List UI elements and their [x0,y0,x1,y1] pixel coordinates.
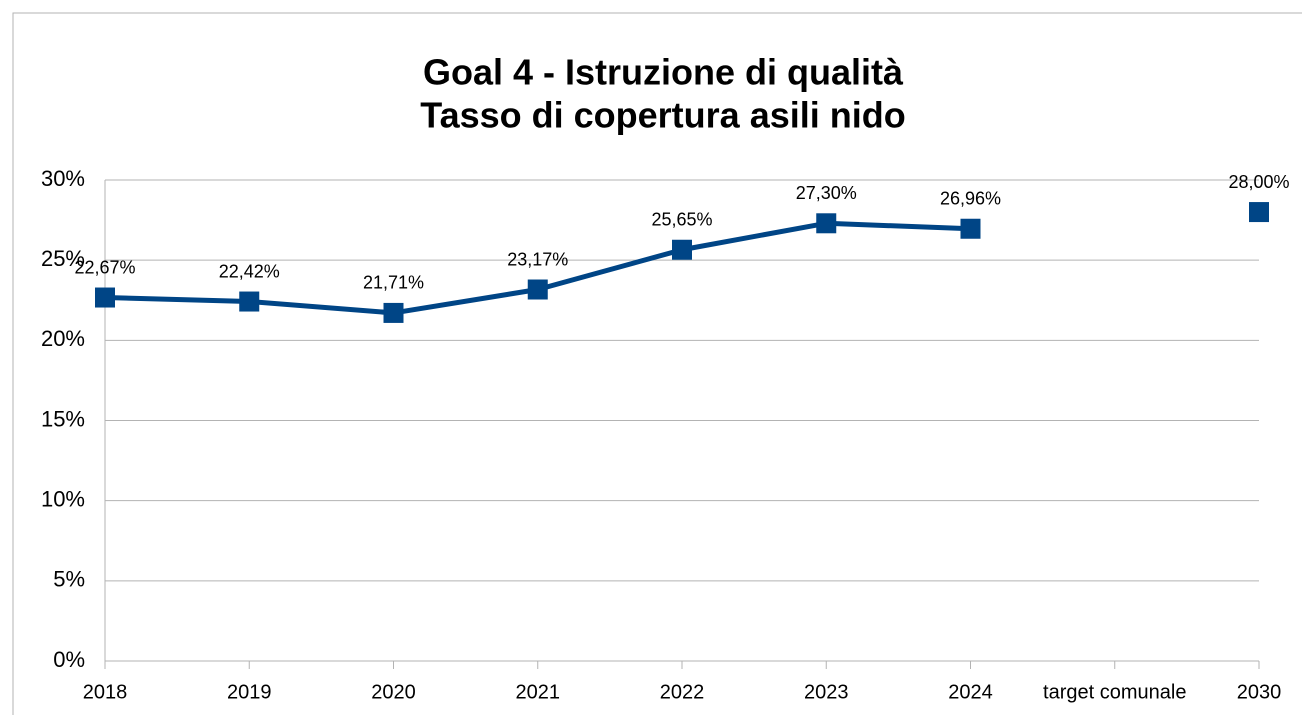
data-label: 22,67% [74,257,135,277]
data-label: 25,65% [651,209,712,229]
y-tick-label: 15% [41,406,85,431]
chart-title: Goal 4 - Istruzione di qualità [423,52,904,93]
point-marker [1249,202,1269,223]
data-label: 27,30% [796,183,857,203]
y-tick-label: 30% [41,166,85,191]
data-label: 23,17% [507,249,568,269]
point-marker [816,213,837,234]
x-tick-label: 2024 [948,681,993,703]
y-tick-label: 25% [41,246,85,271]
point-marker [95,287,115,308]
point-marker [239,291,260,312]
data-label: 22,42% [219,261,280,281]
chart-subtitle: Tasso di copertura asili nido [420,95,905,136]
data-label: 28,00% [1228,172,1289,192]
y-tick-label: 5% [53,567,85,592]
point-marker [672,239,692,260]
x-tick-label: 2019 [227,681,272,703]
x-tick-label: 2022 [660,681,705,703]
chart-frame [12,12,1302,715]
point-marker [527,279,548,300]
point-marker [960,218,981,239]
y-tick-label: 0% [53,647,85,672]
data-label: 21,71% [363,273,424,293]
x-tick-label: target comunale [1043,681,1186,703]
x-tick-label: 2023 [804,681,849,703]
x-tick-label: 2030 [1237,681,1282,703]
x-tick-label: 2020 [371,681,416,703]
x-tick-label: 2018 [83,681,128,703]
point-marker [383,302,404,323]
x-tick-label: 2021 [516,681,561,703]
y-tick-label: 10% [41,486,85,511]
y-tick-label: 20% [41,326,85,351]
data-label: 26,96% [940,188,1001,208]
